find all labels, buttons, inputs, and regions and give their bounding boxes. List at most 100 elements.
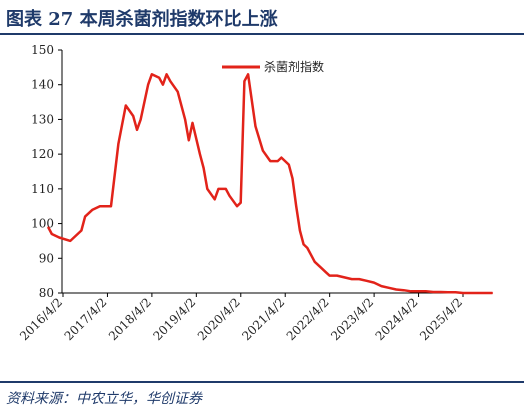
data-point xyxy=(288,163,290,166)
data-point xyxy=(51,233,53,235)
data-point xyxy=(110,205,112,207)
data-point xyxy=(151,73,153,75)
data-point xyxy=(303,243,305,245)
data-point xyxy=(469,292,471,294)
data-point xyxy=(206,188,208,190)
x-tick-label: 2018/4/2 xyxy=(106,295,154,343)
source-note: 资料来源：中农立华，华创证券 xyxy=(6,391,202,407)
data-point xyxy=(158,77,160,79)
data-point xyxy=(236,205,238,207)
data-point xyxy=(462,292,464,294)
data-point xyxy=(243,80,245,82)
y-tick-label: 130 xyxy=(31,112,54,126)
data-point xyxy=(191,122,194,124)
x-tick-label: 2022/4/2 xyxy=(284,295,332,343)
x-tick-label: 2025/4/2 xyxy=(417,295,465,343)
data-point xyxy=(203,167,205,169)
data-point xyxy=(336,275,338,277)
data-point xyxy=(80,229,82,232)
data-point xyxy=(491,292,494,294)
y-tick-label: 110 xyxy=(31,182,54,196)
data-point xyxy=(432,291,434,293)
y-tick-label: 140 xyxy=(31,78,54,92)
data-point xyxy=(380,285,382,287)
data-point xyxy=(410,290,412,292)
x-tick-label: 2016/4/2 xyxy=(17,295,65,343)
data-point xyxy=(417,290,420,292)
data-point xyxy=(277,160,279,162)
x-axis: 2016/4/22017/4/22018/4/22019/4/22020/4/2… xyxy=(17,292,492,343)
data-point xyxy=(169,80,171,82)
data-point xyxy=(184,118,186,121)
data-point xyxy=(165,73,168,75)
legend-label: 杀菌剂指数 xyxy=(264,59,324,74)
y-tick-label: 150 xyxy=(31,43,54,57)
data-point xyxy=(188,139,190,141)
x-tick-label: 2023/4/2 xyxy=(328,295,376,343)
title-rule xyxy=(0,33,524,35)
data-point xyxy=(403,289,405,291)
x-tick-label: 2021/4/2 xyxy=(239,295,287,343)
data-point xyxy=(314,261,316,263)
series-line xyxy=(46,73,493,295)
data-point xyxy=(477,292,479,294)
data-point xyxy=(47,226,49,228)
data-point xyxy=(299,229,301,232)
x-tick-label: 2024/4/2 xyxy=(373,295,421,343)
data-point xyxy=(269,160,271,162)
data-point xyxy=(306,247,308,249)
data-point xyxy=(343,276,345,278)
data-point xyxy=(228,195,231,197)
data-point xyxy=(99,205,101,207)
data-point xyxy=(199,153,201,155)
data-point xyxy=(321,268,323,270)
y-tick-label: 100 xyxy=(31,217,54,231)
data-point xyxy=(395,288,397,291)
title-bar: 图表 27 本周杀菌剂指数环比上涨 xyxy=(0,0,524,34)
series-layer xyxy=(46,73,494,295)
data-point xyxy=(125,104,127,107)
data-point xyxy=(325,271,327,273)
y-tick-label: 90 xyxy=(39,251,54,265)
data-point xyxy=(247,73,249,75)
data-point xyxy=(365,280,368,282)
data-point xyxy=(295,205,297,207)
data-point xyxy=(351,278,353,280)
footer-rule xyxy=(0,381,524,383)
data-point xyxy=(84,216,86,218)
data-point xyxy=(177,91,179,93)
y-axis: 80 90 100 110 120 130 140 150 xyxy=(31,43,63,300)
data-point xyxy=(132,115,134,117)
data-point xyxy=(447,291,449,293)
data-point xyxy=(136,129,138,131)
data-point xyxy=(254,125,257,127)
x-tick-label: 2020/4/2 xyxy=(195,295,243,343)
y-tick-label: 120 xyxy=(31,147,54,161)
data-point xyxy=(291,177,294,180)
data-point xyxy=(58,236,60,239)
data-point xyxy=(240,202,242,204)
data-point xyxy=(358,278,360,280)
data-point xyxy=(214,198,216,200)
data-point xyxy=(388,287,390,289)
data-point xyxy=(69,240,71,242)
data-point xyxy=(425,290,427,292)
data-point xyxy=(310,254,312,256)
data-point xyxy=(454,291,457,293)
data-point xyxy=(440,291,442,293)
data-point xyxy=(162,84,164,86)
data-point xyxy=(484,292,486,294)
data-point xyxy=(217,188,220,190)
data-point xyxy=(103,205,105,207)
data-point xyxy=(280,157,282,159)
data-point xyxy=(262,150,264,152)
legend: 杀菌剂指数 xyxy=(222,59,324,74)
data-point xyxy=(147,84,149,86)
data-point xyxy=(373,281,375,284)
data-point xyxy=(140,118,142,121)
x-tick-label: 2019/4/2 xyxy=(150,295,198,343)
data-point xyxy=(328,275,331,277)
data-point xyxy=(225,188,227,190)
x-tick-label: 2017/4/2 xyxy=(62,295,110,343)
